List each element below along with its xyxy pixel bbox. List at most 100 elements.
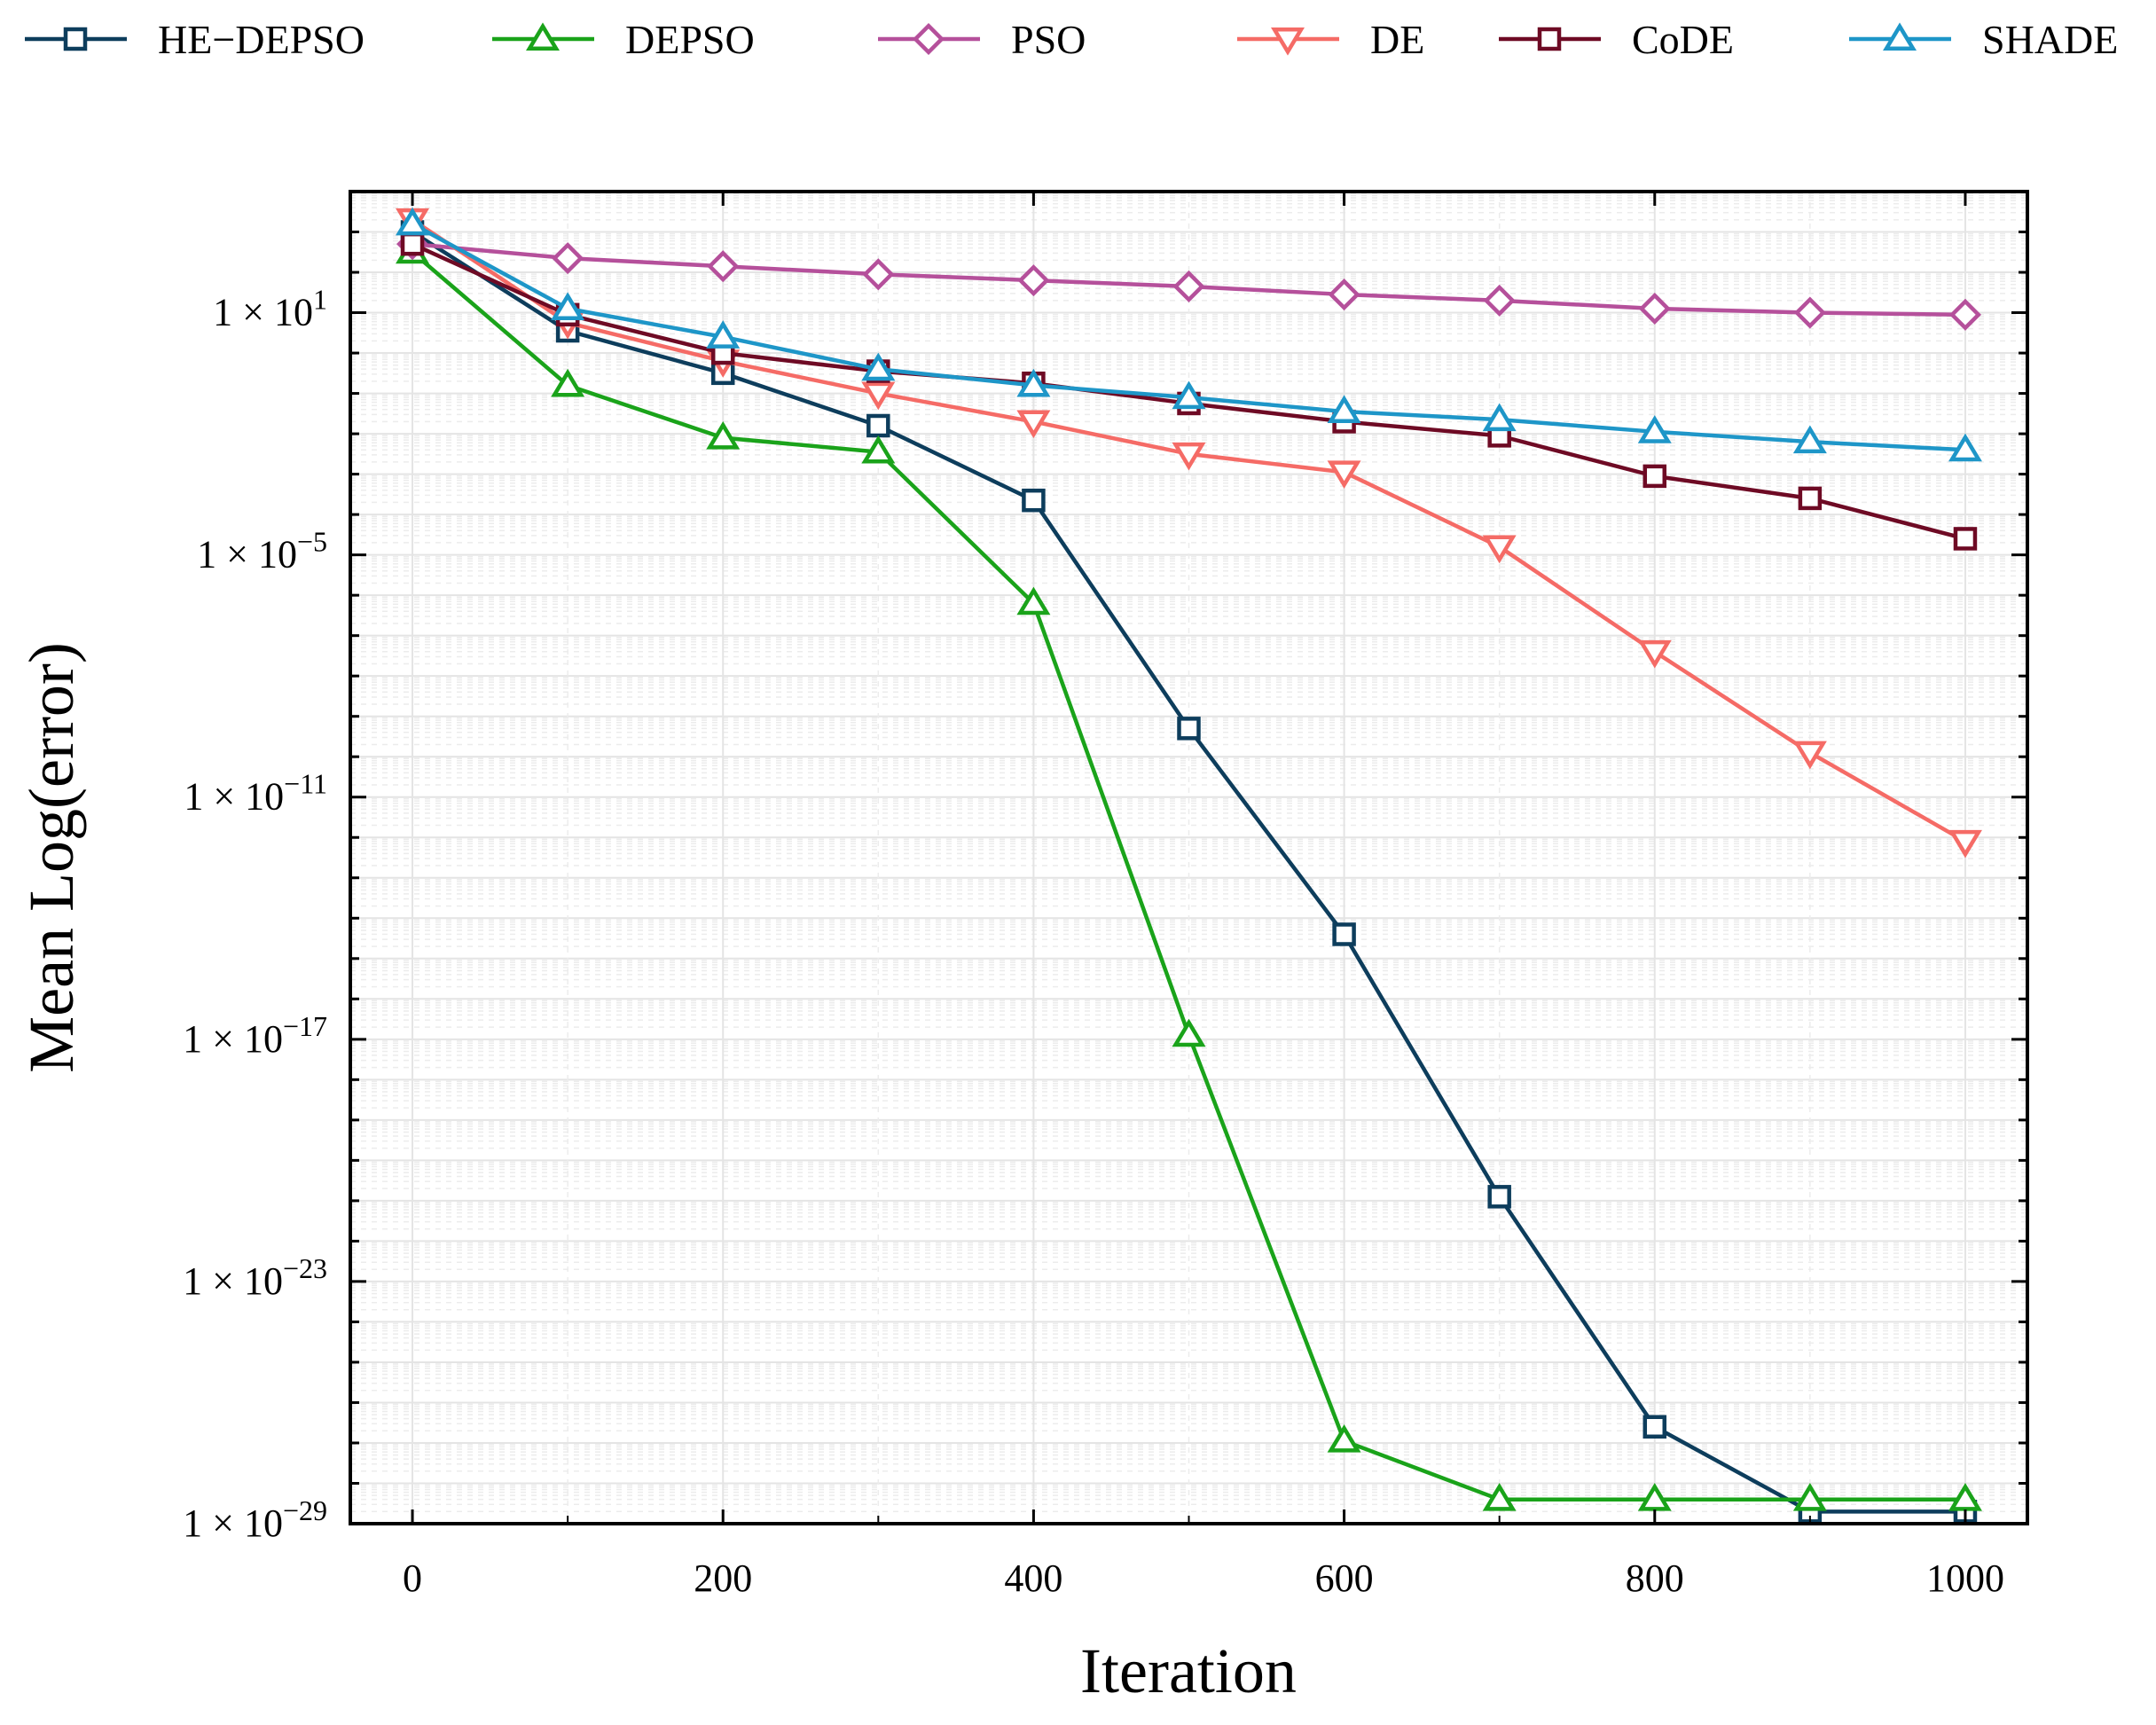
data-point-he-depso [1332, 922, 1356, 946]
data-point-code [1953, 527, 1978, 551]
data-point-shade [551, 292, 585, 320]
data-point-de [1792, 741, 1827, 770]
data-point-depso [1016, 586, 1051, 616]
data-point-shade [706, 320, 741, 349]
grid [350, 191, 2027, 1525]
data-point-he-depso [866, 413, 890, 438]
series-pso [396, 228, 1981, 331]
legend: HE−DEPSO DEPSO PSO DE CoDE SHADE [25, 17, 2118, 62]
data-point-de [1482, 535, 1517, 564]
data-point-shade [1172, 380, 1206, 410]
data-point-pso [1793, 296, 1826, 329]
data-point-depso [551, 368, 585, 397]
data-point-depso [1637, 1483, 1672, 1511]
data-point-de [1016, 410, 1051, 439]
data-point-pso [707, 250, 740, 283]
data-point-code [1642, 464, 1667, 489]
y-tick-label-exp: −29 [283, 1494, 327, 1526]
x-tick-label: 1000 [1926, 1556, 2004, 1600]
data-point-de [1172, 442, 1206, 471]
y-tick-label-exp: −11 [284, 768, 327, 800]
legend-label-shade: SHADE [1982, 17, 2118, 62]
data-point-de [1327, 460, 1361, 490]
legend-marker-depso [526, 22, 560, 51]
x-tick-label: 600 [1315, 1556, 1374, 1600]
data-point-de [1948, 829, 1982, 859]
y-tick-label-exp: −23 [283, 1252, 327, 1284]
data-point-de [1637, 639, 1672, 669]
legend-item-de: DE [1237, 17, 1424, 62]
data-point-he-depso [1022, 488, 1046, 513]
data-point-depso [706, 420, 741, 450]
data-point-pso [552, 242, 584, 275]
y-tick-label: 1 × 10−17 [183, 1010, 327, 1061]
legend-marker-shade [1883, 22, 1917, 51]
legend-item-code: CoDE [1499, 17, 1734, 62]
data-point-shade [1327, 395, 1361, 424]
data-point-code [1798, 486, 1823, 511]
data-point-depso [1948, 1483, 1982, 1511]
data-point-code [400, 231, 425, 256]
data-point-depso [861, 435, 896, 464]
data-point-shade [861, 352, 896, 381]
y-tick-label-base: 1 × 10 [183, 1259, 283, 1303]
y-tick-label-exp: −5 [297, 526, 327, 558]
y-axis-title: Mean Log(error) [16, 642, 87, 1073]
y-tick-label-base: 1 × 10 [197, 533, 297, 576]
data-point-de [861, 381, 896, 411]
y-tick-label-exp: 1 [313, 284, 327, 316]
data-point-he-depso [1177, 717, 1201, 741]
legend-label-de: DE [1370, 17, 1424, 62]
legend-label-depso: DEPSO [625, 17, 755, 62]
legend-label-pso: PSO [1011, 17, 1086, 62]
legend-item-depso: DEPSO [492, 17, 755, 62]
y-tick-label-base: 1 × 10 [184, 775, 284, 819]
y-tick-label-base: 1 × 10 [183, 1017, 283, 1061]
data-point-depso [1482, 1483, 1517, 1511]
series-group [396, 207, 1982, 1524]
legend-marker-code [1537, 27, 1562, 51]
y-tick-label: 1 × 10−23 [183, 1252, 327, 1303]
x-tick-label: 200 [694, 1556, 752, 1600]
data-point-shade [1948, 433, 1982, 462]
legend-item-shade: SHADE [1849, 17, 2118, 62]
data-point-depso [1172, 1018, 1206, 1047]
data-point-shade [396, 207, 430, 236]
y-tick-label: 1 × 10−5 [197, 526, 327, 576]
legend-label-code: CoDE [1632, 17, 1734, 62]
x-tick-label: 400 [1004, 1556, 1062, 1600]
x-axis-title: Iteration [1080, 1635, 1297, 1706]
y-tick-label: 1 × 10−29 [183, 1494, 327, 1545]
y-tick-label: 1 × 101 [213, 284, 327, 334]
legend-marker-he-depso [63, 27, 88, 51]
x-tick-labels: 0 200 400 600 800 1000 [403, 1556, 2004, 1600]
data-point-pso [1483, 284, 1516, 317]
x-tick-label: 0 [403, 1556, 422, 1600]
data-point-pso [1017, 264, 1050, 297]
data-point-depso [1792, 1483, 1827, 1511]
y-tick-label: 1 × 10−11 [184, 768, 327, 819]
legend-item-he-depso: HE−DEPSO [25, 17, 365, 62]
data-point-shade [1792, 425, 1827, 454]
data-point-pso [1638, 292, 1671, 325]
legend-marker-pso [912, 22, 945, 56]
y-tick-label-exp: −17 [283, 1010, 327, 1042]
data-point-pso [1948, 298, 1981, 331]
data-point-he-depso [1487, 1185, 1511, 1209]
legend-label-he-depso: HE−DEPSO [158, 17, 365, 62]
legend-item-pso: PSO [878, 17, 1086, 62]
data-point-pso [1172, 270, 1205, 302]
legend-marker-de [1271, 27, 1305, 56]
data-point-depso [1327, 1424, 1361, 1453]
data-point-shade [1637, 415, 1672, 443]
x-tick-label: 800 [1626, 1556, 1684, 1600]
series-shade [396, 207, 1982, 462]
y-tick-label-base: 1 × 10 [183, 1502, 283, 1545]
ticks [350, 190, 2027, 1525]
data-point-pso [1328, 278, 1360, 311]
series-depso [396, 235, 1982, 1511]
y-tick-label-base: 1 × 10 [213, 291, 313, 334]
data-point-shade [1016, 368, 1051, 397]
